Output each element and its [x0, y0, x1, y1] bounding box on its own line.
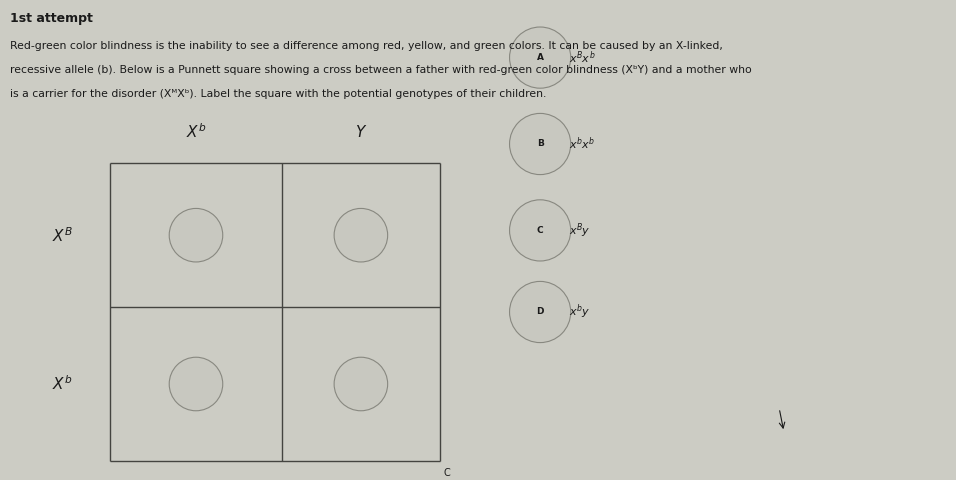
- Ellipse shape: [334, 357, 388, 411]
- Text: D: D: [536, 308, 544, 316]
- Ellipse shape: [510, 200, 571, 261]
- Text: $x^by$: $x^by$: [569, 303, 590, 321]
- Text: B: B: [536, 140, 544, 148]
- Text: $x^Bx^b$: $x^Bx^b$: [569, 49, 596, 66]
- Text: $X^b$: $X^b$: [185, 123, 206, 141]
- Text: $X^b$: $X^b$: [52, 375, 73, 393]
- Text: is a carrier for the disorder (XᴹXᵇ). Label the square with the potential genoty: is a carrier for the disorder (XᴹXᵇ). La…: [10, 89, 546, 99]
- Ellipse shape: [169, 208, 223, 262]
- Text: C: C: [444, 468, 450, 478]
- Ellipse shape: [510, 281, 571, 343]
- Text: $X^B$: $X^B$: [52, 226, 73, 244]
- Ellipse shape: [169, 357, 223, 411]
- Ellipse shape: [510, 113, 571, 175]
- Text: A: A: [536, 53, 544, 62]
- Ellipse shape: [510, 27, 571, 88]
- Text: $x^bx^b$: $x^bx^b$: [569, 136, 595, 152]
- Text: recessive allele (b). Below is a Punnett square showing a cross between a father: recessive allele (b). Below is a Punnett…: [10, 65, 751, 75]
- Text: $Y$: $Y$: [355, 124, 367, 140]
- Text: 1st attempt: 1st attempt: [10, 12, 93, 25]
- Text: $x^By$: $x^By$: [569, 221, 591, 240]
- Text: Red-green color blindness is the inability to see a difference among red, yellow: Red-green color blindness is the inabili…: [10, 41, 723, 51]
- Text: C: C: [537, 226, 543, 235]
- Ellipse shape: [334, 208, 388, 262]
